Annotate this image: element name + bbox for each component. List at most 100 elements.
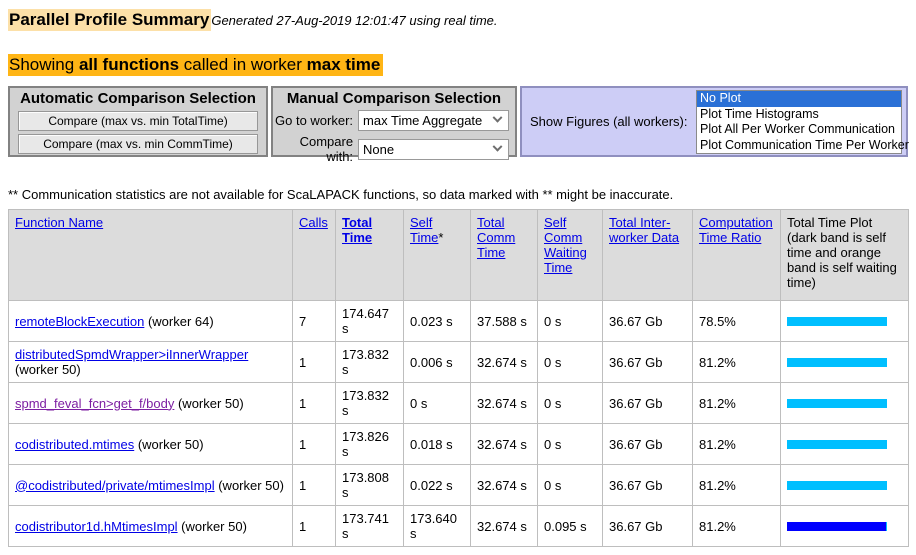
showing-segment: Showing <box>9 55 79 74</box>
compare-button-1[interactable]: Compare (max vs. min CommTime) <box>18 134 258 154</box>
goto-worker-label: Go to worker: <box>273 113 353 128</box>
cell-calls: 1 <box>293 465 336 506</box>
scalapack-note: ** Communication statistics are not avai… <box>8 187 908 202</box>
cell-self-comm-waiting-time: 0 s <box>538 342 603 383</box>
cell-calls: 1 <box>293 424 336 465</box>
table-row: codistributor1d.hMtimesImpl (worker 50)1… <box>9 506 909 547</box>
total-time-band <box>787 358 887 367</box>
total-time-band <box>787 317 887 326</box>
cell-self-comm-waiting-time: 0 s <box>538 301 603 342</box>
goto-worker-selected-value: max Time Aggregate <box>363 113 494 128</box>
cell-inter-worker-data: 36.67 Gb <box>603 424 693 465</box>
cell-total-comm-time: 32.674 s <box>471 383 538 424</box>
page-title: Parallel Profile Summary <box>8 9 211 31</box>
col-header-link-total-time[interactable]: Total Time <box>342 215 372 245</box>
goto-worker-row: Go to worker: max Time Aggregate <box>273 110 509 131</box>
cell-function-name: codistributor1d.hMtimesImpl (worker 50) <box>9 506 293 547</box>
col-header-total-comm-time: Total Comm Time <box>471 210 538 301</box>
cell-self-time: 0.006 s <box>404 342 471 383</box>
total-time-bar <box>787 399 887 408</box>
cell-computation-time-ratio: 81.2% <box>693 424 781 465</box>
showing-heading-text: Showing all functions called in worker m… <box>8 54 383 76</box>
figures-option[interactable]: No Plot <box>697 91 901 107</box>
col-header-link-self-time[interactable]: Self Time <box>410 215 438 245</box>
cell-self-time: 0.022 s <box>404 465 471 506</box>
cell-function-name: distributedSpmdWrapper>iInnerWrapper (wo… <box>9 342 293 383</box>
cell-function-name: @codistributed/private/mtimesImpl (worke… <box>9 465 293 506</box>
col-header-link-total-inter-worker-data[interactable]: Total Inter-worker Data <box>609 215 679 245</box>
total-time-band <box>787 440 887 449</box>
total-time-band <box>787 481 887 490</box>
total-time-bar <box>787 522 887 531</box>
col-header-total-time-plot: Total Time Plot (dark band is self time … <box>781 210 909 301</box>
automatic-panel-title: Automatic Comparison Selection <box>10 88 266 107</box>
col-header-link-self-comm-waiting-time[interactable]: Self Comm Waiting Time <box>544 215 587 275</box>
figures-option[interactable]: Plot Communication Time Per Worker <box>697 138 901 154</box>
cell-self-comm-waiting-time: 0 s <box>538 465 603 506</box>
col-header-total-inter-worker-data: Total Inter-worker Data <box>603 210 693 301</box>
cell-self-time: 0 s <box>404 383 471 424</box>
total-time-bar <box>787 440 887 449</box>
cell-total-comm-time: 37.588 s <box>471 301 538 342</box>
chevron-down-icon <box>493 141 503 151</box>
col-header-link-computation-time-ratio[interactable]: Computation Time Ratio <box>699 215 773 245</box>
figures-option[interactable]: Plot All Per Worker Communication <box>697 122 901 138</box>
col-header-link-function-name[interactable]: Function Name <box>15 215 103 230</box>
col-header-function-name: Function Name <box>9 210 293 301</box>
self-time-asterisk: * <box>438 230 443 245</box>
total-time-bar <box>787 317 887 326</box>
cell-total-time-plot <box>781 383 909 424</box>
col-header-total-time: Total Time <box>336 210 404 301</box>
cell-total-time: 173.808 s <box>336 465 404 506</box>
col-header-self-time: Self Time* <box>404 210 471 301</box>
cell-function-name: remoteBlockExecution (worker 64) <box>9 301 293 342</box>
col-header-link-calls[interactable]: Calls <box>299 215 328 230</box>
cell-total-comm-time: 32.674 s <box>471 506 538 547</box>
figures-option[interactable]: Plot Time Histograms <box>697 107 901 123</box>
compare-with-label: Compare with: <box>273 134 353 164</box>
function-link[interactable]: spmd_feval_fcn>get_f/body <box>15 396 174 411</box>
showing-heading: Showing all functions called in worker m… <box>8 55 908 75</box>
total-time-bar <box>787 481 887 490</box>
cell-self-comm-waiting-time: 0 s <box>538 424 603 465</box>
cell-inter-worker-data: 36.67 Gb <box>603 301 693 342</box>
compare-with-select[interactable]: None <box>358 139 509 160</box>
cell-computation-time-ratio: 81.2% <box>693 465 781 506</box>
cell-calls: 1 <box>293 506 336 547</box>
cell-computation-time-ratio: 81.2% <box>693 506 781 547</box>
cell-total-comm-time: 32.674 s <box>471 424 538 465</box>
cell-total-time: 173.832 s <box>336 342 404 383</box>
col-header-computation-time-ratio: Computation Time Ratio <box>693 210 781 301</box>
function-link[interactable]: distributedSpmdWrapper>iInnerWrapper <box>15 347 248 362</box>
function-link[interactable]: @codistributed/private/mtimesImpl <box>15 478 215 493</box>
cell-computation-time-ratio: 81.2% <box>693 383 781 424</box>
col-header-self-comm-waiting-time: Self Comm Waiting Time <box>538 210 603 301</box>
self-time-band <box>787 522 886 531</box>
function-link[interactable]: codistributed.mtimes <box>15 437 134 452</box>
compare-button-0[interactable]: Compare (max vs. min TotalTime) <box>18 111 258 131</box>
cell-calls: 7 <box>293 301 336 342</box>
cell-total-time-plot <box>781 342 909 383</box>
cell-total-time: 173.832 s <box>336 383 404 424</box>
function-link[interactable]: remoteBlockExecution <box>15 314 144 329</box>
cell-calls: 1 <box>293 342 336 383</box>
col-header-calls: Calls <box>293 210 336 301</box>
col-header-link-total-comm-time[interactable]: Total Comm Time <box>477 215 515 260</box>
table-row: @codistributed/private/mtimesImpl (worke… <box>9 465 909 506</box>
cell-inter-worker-data: 36.67 Gb <box>603 506 693 547</box>
compare-with-row: Compare with: None <box>273 134 509 164</box>
goto-worker-select[interactable]: max Time Aggregate <box>358 110 509 131</box>
showing-segment: all functions <box>79 55 179 74</box>
function-link[interactable]: codistributor1d.hMtimesImpl <box>15 519 178 534</box>
cell-inter-worker-data: 36.67 Gb <box>603 342 693 383</box>
